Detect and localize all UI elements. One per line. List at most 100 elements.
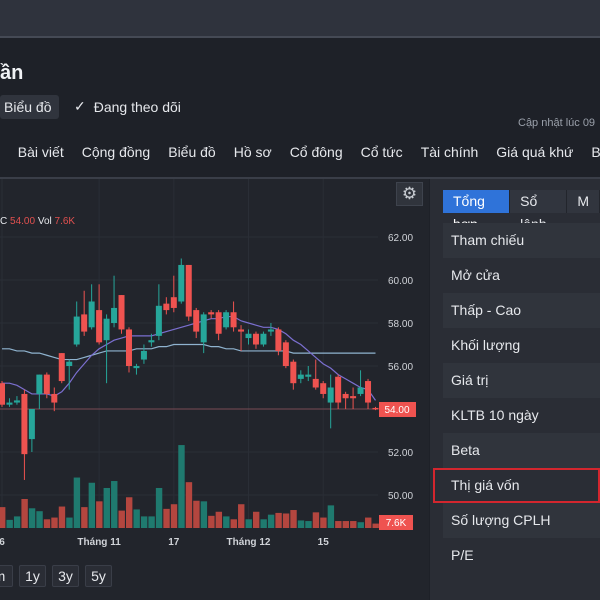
candle-body bbox=[335, 376, 342, 403]
summary-row: P/E bbox=[451, 547, 474, 563]
range-button[interactable]: 5y bbox=[85, 565, 112, 587]
nav-tab[interactable]: Bài viết bbox=[17, 144, 64, 160]
nav-tab[interactable]: Báo bbox=[591, 144, 600, 160]
y-tick-label: 52.00 bbox=[388, 448, 413, 459]
last-volume-badge bbox=[379, 515, 413, 530]
chart-settings-button[interactable]: ⚙ bbox=[396, 182, 423, 206]
volume-bar bbox=[178, 445, 185, 528]
volume-bar bbox=[350, 521, 357, 528]
volume-bar bbox=[327, 505, 335, 528]
follow-button[interactable]: ✓ Đang theo dõi bbox=[74, 98, 181, 115]
volume-bar bbox=[163, 508, 170, 528]
last-volume-label: 7.6K bbox=[386, 518, 407, 529]
nav-tab[interactable]: Tài chính bbox=[420, 144, 479, 160]
range-button[interactable]: m bbox=[0, 565, 13, 587]
candle-body bbox=[320, 383, 327, 394]
x-tick-label: 17 bbox=[168, 537, 180, 548]
volume-bar bbox=[230, 519, 237, 528]
volume-bar bbox=[372, 523, 379, 528]
volume-bar bbox=[275, 512, 282, 528]
candle-body bbox=[21, 393, 28, 455]
nav-tab[interactable]: Hồ sơ bbox=[233, 144, 272, 160]
summary-row: Thị giá vốn bbox=[433, 468, 600, 503]
candle-body bbox=[372, 407, 379, 410]
check-icon: ✓ bbox=[74, 98, 86, 114]
x-tick-label: Tháng 12 bbox=[227, 537, 271, 548]
panel-tab[interactable]: M bbox=[567, 190, 600, 213]
volume-bar bbox=[290, 510, 297, 528]
candle-body bbox=[148, 340, 155, 343]
nav-tab[interactable]: Giá quá khứ bbox=[496, 144, 574, 160]
volume-bar bbox=[238, 504, 245, 528]
volume-bar bbox=[320, 517, 327, 528]
candle-body bbox=[133, 366, 140, 369]
nav-tab[interactable]: Cổ tức bbox=[360, 144, 403, 160]
nav-tab[interactable]: Biểu đồ bbox=[168, 144, 216, 160]
volume-bar bbox=[267, 514, 275, 528]
candle-body bbox=[238, 329, 245, 332]
candle-body bbox=[350, 396, 357, 399]
panel-tab[interactable]: Sổ lệnh bbox=[510, 190, 568, 232]
legend-vol-label: Vol bbox=[37, 216, 52, 227]
candle-body bbox=[66, 361, 73, 366]
y-tick-label: 58.00 bbox=[388, 319, 413, 330]
candle-body bbox=[193, 310, 200, 332]
volume-bar bbox=[252, 511, 260, 528]
panel-tab[interactable]: Tổng hợp bbox=[443, 190, 511, 232]
volume-bar bbox=[6, 519, 13, 528]
summary-row: Thấp - Cao bbox=[443, 293, 600, 328]
price-chart[interactable]: 62.00 60.00 58.00 56.00 52.00 50.00 6 Tháng 11 1… bbox=[0, 179, 429, 559]
candle-body bbox=[28, 409, 35, 440]
candle-body bbox=[73, 316, 80, 345]
legend-close-value: 54.00 bbox=[10, 216, 36, 227]
panel-tabs: Tổng hợpSổ lệnhM bbox=[443, 190, 600, 232]
range-button[interactable]: 3y bbox=[52, 565, 79, 587]
volume-bar bbox=[36, 511, 43, 528]
range-button[interactable]: 1y bbox=[19, 565, 46, 587]
top-bar bbox=[0, 0, 600, 38]
legend-vol-value: 7.6K bbox=[54, 216, 76, 227]
ma-long-line bbox=[2, 343, 376, 361]
nav-tab[interactable]: Cổ đông bbox=[289, 144, 343, 160]
volume-bar bbox=[58, 506, 66, 528]
candle-body bbox=[170, 297, 177, 308]
y-tick-label: 50.00 bbox=[388, 491, 413, 502]
chart-chip-button[interactable]: Biểu đồ bbox=[0, 95, 60, 119]
y-tick-label: 62.00 bbox=[388, 233, 413, 244]
volume-bar bbox=[103, 487, 110, 528]
candle-body bbox=[260, 333, 267, 345]
volume-bar bbox=[140, 516, 148, 528]
last-price-badge bbox=[379, 402, 416, 417]
summary-rows: Tham chiếu Mở cửa Thấp - Cao Khối lượng Giá … bbox=[433, 223, 600, 573]
candle-body bbox=[185, 264, 192, 317]
volume-bar bbox=[81, 507, 88, 528]
candle-body bbox=[252, 333, 259, 345]
y-tick-label: 60.00 bbox=[388, 276, 413, 287]
volume-bar bbox=[260, 519, 267, 528]
candle-body bbox=[51, 393, 58, 403]
candle-body bbox=[13, 400, 20, 403]
candle-body bbox=[200, 314, 207, 343]
candle-body bbox=[36, 374, 43, 394]
summary-row: Khối lượng bbox=[451, 337, 521, 353]
volume-bar bbox=[133, 509, 140, 528]
candle-body bbox=[305, 374, 312, 377]
candle-body bbox=[43, 374, 50, 394]
page-title: ần bbox=[0, 62, 24, 84]
volume-bar bbox=[185, 482, 193, 528]
candle-body bbox=[357, 387, 364, 394]
candle-body bbox=[125, 329, 132, 366]
volume-bar bbox=[96, 501, 103, 528]
chart-legend: C 54.00 Vol 7.6K bbox=[0, 216, 75, 227]
volume-bar bbox=[21, 499, 28, 528]
nav-tab[interactable]: Cộng đồng bbox=[81, 144, 151, 160]
candle-body bbox=[163, 303, 170, 311]
candle-body bbox=[103, 318, 110, 341]
volume-bar bbox=[155, 487, 163, 528]
volume-bar bbox=[13, 516, 21, 528]
candle-body bbox=[118, 295, 125, 330]
volume-bar bbox=[43, 519, 51, 528]
volume-bar bbox=[297, 520, 305, 528]
y-tick-label: 56.00 bbox=[388, 362, 413, 373]
summary-row: Beta bbox=[443, 433, 600, 468]
